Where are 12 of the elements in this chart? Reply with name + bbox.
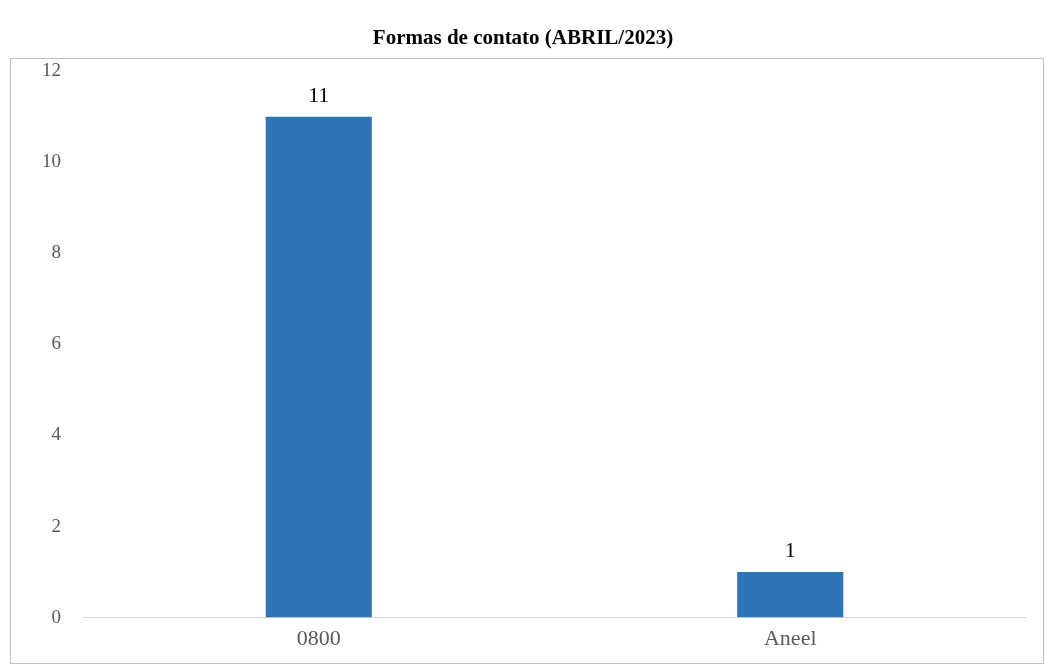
y-tick-label: 6 bbox=[51, 332, 61, 354]
y-tick-label: 0 bbox=[51, 605, 61, 627]
x-tick-label: Aneel bbox=[763, 624, 817, 650]
data-label: 1 bbox=[784, 536, 796, 562]
y-tick-label: 10 bbox=[42, 150, 61, 172]
chart-title: Formas de contato (ABRIL/2023) bbox=[372, 25, 674, 50]
y-tick-label: 12 bbox=[42, 59, 61, 81]
y-tick-label: 2 bbox=[51, 514, 61, 536]
y-tick-label: 8 bbox=[51, 241, 61, 263]
x-tick-label: 0800 bbox=[296, 624, 341, 650]
y-tick-label: 4 bbox=[51, 423, 62, 445]
data-label: 11 bbox=[308, 81, 330, 107]
